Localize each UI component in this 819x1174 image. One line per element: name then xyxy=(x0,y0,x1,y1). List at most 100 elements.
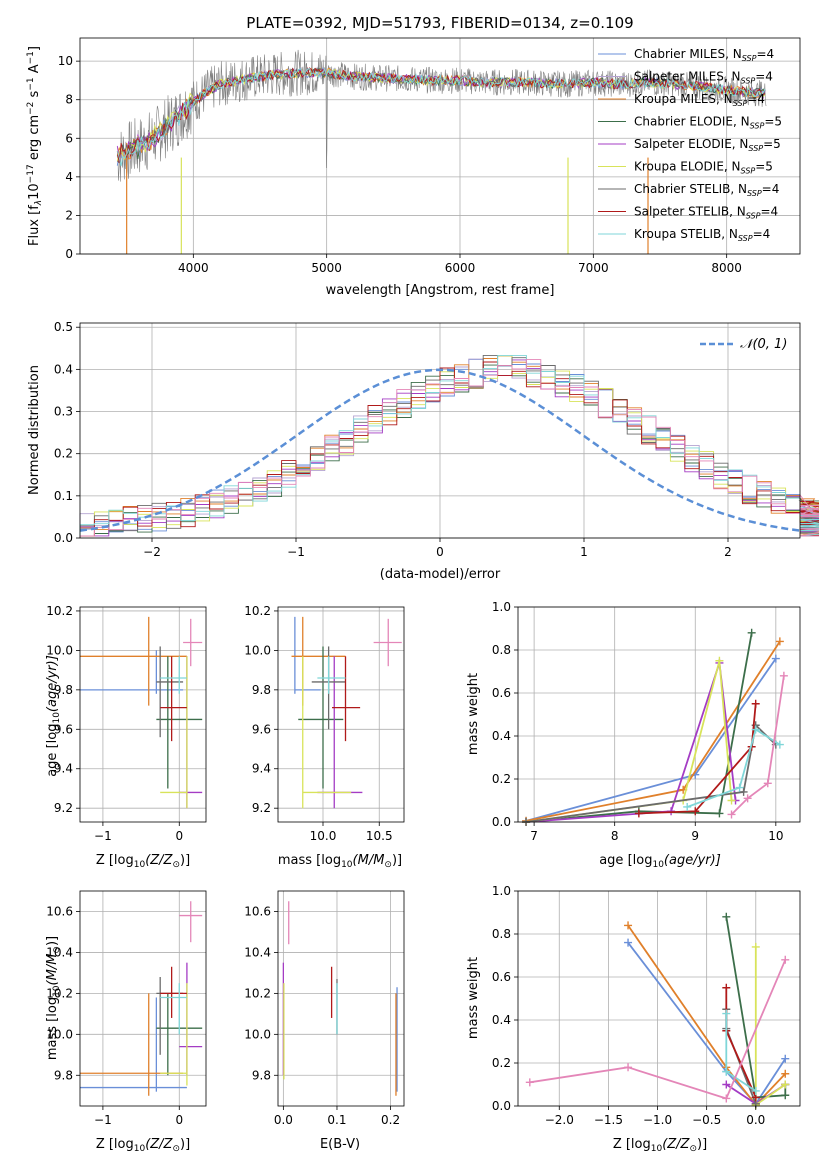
agem-ytick-label: 9.2 xyxy=(252,801,271,815)
spectrum-panel: Chabrier MILES, NSSP=4 Salpeter MILES, NS… xyxy=(26,37,801,298)
spectrum-ytick-label: 4 xyxy=(65,170,73,184)
mass-weight-marker xyxy=(743,794,752,803)
wz-ytick-label: 0.6 xyxy=(492,970,511,984)
wz-ylabel: mass weight xyxy=(466,957,481,1039)
mass-weight-marker xyxy=(781,1080,790,1089)
agem-ytick-label: 9.6 xyxy=(252,722,271,736)
massebv-frame xyxy=(277,890,405,1107)
wage-frame xyxy=(517,606,801,823)
massz-xtick-label: −1 xyxy=(94,1113,112,1127)
weight-vs-age-panel: 7 8 9 10 0.0 0.2 0.4 0.6 0.8 1.0 xyxy=(492,600,801,843)
mass-weight-line xyxy=(725,1013,757,1092)
spectrum-legend-entry: Kroupa STELIB, NSSP=4 xyxy=(634,227,770,243)
residual-histogram-panel: 𝒩(0, 1) −2 −1 0 1 2 0.0 0.1 0.2 0.3 0.4 0.5 (data-… xyxy=(27,320,819,582)
agem-errorbars xyxy=(291,616,402,809)
agem-xlabel: mass [log10(M/M⊙)] xyxy=(278,853,402,870)
massz-ticks: −1 0 9.8 10.0 10.2 10.4 10.6 xyxy=(46,904,183,1127)
wz-xtick-label: −0.5 xyxy=(692,1113,721,1127)
spectrum-ticks: 4000 5000 6000 7000 8000 0 2 4 6 8 10 xyxy=(58,54,742,275)
spectrum-xtick-label: 8000 xyxy=(711,261,742,275)
spectrum-xtick-label: 7000 xyxy=(578,261,609,275)
agez-xtick-label: 0 xyxy=(175,829,183,843)
residuals-grid xyxy=(80,323,800,539)
mass-weight-line xyxy=(529,959,787,1100)
wage-ytick-label: 0.6 xyxy=(492,686,511,700)
spectrum-frame xyxy=(79,37,801,255)
gaussian-curve xyxy=(79,368,801,532)
wage-xtick-label: 7 xyxy=(530,829,538,843)
wz-xtick-label: −2.0 xyxy=(545,1113,574,1127)
massebv-ytick-label: 10.2 xyxy=(244,986,271,1000)
mass-weight-marker xyxy=(775,637,784,646)
mass-weight-marker xyxy=(722,1009,731,1018)
wz-ticks: −2.0 −1.5 −1.0 −0.5 0.0 0.0 0.2 0.4 0.6 0.8 1.0 xyxy=(492,884,765,1127)
figure-title: PLATE=0392, MJD=51793, FIBERID=0134, z=0… xyxy=(246,14,633,32)
residuals-ytick-label: 0.0 xyxy=(54,531,73,545)
agem-frame xyxy=(277,606,405,823)
agez-xtick-label: −1 xyxy=(94,829,112,843)
spectrum-series xyxy=(116,49,767,254)
mass-weight-marker xyxy=(722,1094,731,1103)
mass-weight-marker xyxy=(715,656,724,665)
spectrum-legend-entry: Kroupa ELODIE, NSSP=5 xyxy=(634,160,773,176)
mass-weight-marker xyxy=(771,654,780,663)
agem-ytick-label: 10.2 xyxy=(244,604,271,618)
weight-vs-metallicity-panel: −2.0 −1.5 −1.0 −0.5 0.0 0.0 0.2 0.4 0.6 0.8 1.0 xyxy=(492,884,801,1127)
wage-series xyxy=(522,628,788,826)
mass-weight-marker xyxy=(751,699,760,708)
mass-weight-marker xyxy=(727,810,736,819)
mass-weight-marker xyxy=(781,1091,790,1100)
massz-ytick-label: 10.4 xyxy=(46,945,73,959)
massebv-ytick-label: 9.8 xyxy=(252,1068,271,1082)
age-vs-mass-panel: 10.0 10.5 9.2 9.4 9.6 9.8 10.0 10.2 xyxy=(244,604,405,843)
spectrum-xtick-label: 4000 xyxy=(178,261,209,275)
mass-weight-marker xyxy=(727,796,736,805)
mass-weight-marker xyxy=(722,1067,731,1076)
residuals-ytick-label: 0.2 xyxy=(54,447,73,461)
spectrum-ytick-label: 6 xyxy=(65,131,73,145)
mass-weight-marker xyxy=(722,912,731,921)
agez-ytick-label: 9.6 xyxy=(54,722,73,736)
mass-weight-marker xyxy=(691,807,700,816)
massz-errorbars xyxy=(80,901,203,1096)
residuals-ytick-label: 0.5 xyxy=(54,320,73,334)
mass-weight-line xyxy=(725,916,787,1099)
wage-ytick-label: 1.0 xyxy=(492,600,511,614)
spectrum-legend-entry: Chabrier ELODIE, NSSP=5 xyxy=(634,115,782,131)
spectrum-legend: Chabrier MILES, NSSP=4 Salpeter MILES, NS… xyxy=(598,47,782,243)
residuals-series xyxy=(79,354,819,538)
agem-ticks: 10.0 10.5 9.2 9.4 9.6 9.8 10.0 10.2 xyxy=(244,604,392,843)
residual-histogram-step xyxy=(79,359,819,538)
agez-errorbars xyxy=(80,616,203,809)
residuals-xtick-label: 1 xyxy=(580,545,588,559)
residual-histogram-step xyxy=(79,358,819,538)
mass-weight-marker xyxy=(751,1086,760,1095)
wage-xtick-label: 10 xyxy=(768,829,783,843)
agez-ticks: −1 0 9.2 9.4 9.6 9.8 10.0 10.2 xyxy=(46,604,183,843)
wz-xlabel: Z [log10(Z/Z⊙)] xyxy=(613,1137,707,1154)
wz-xtick-label: 0.0 xyxy=(746,1113,765,1127)
residuals-xtick-label: −1 xyxy=(287,545,305,559)
residuals-ylabel: Normed distribution xyxy=(27,365,42,495)
wz-xtick-label: −1.5 xyxy=(594,1113,623,1127)
mass-weight-marker xyxy=(634,809,643,818)
massebv-ytick-label: 10.6 xyxy=(244,904,271,918)
wz-ytick-label: 0.8 xyxy=(492,927,511,941)
mass-weight-marker xyxy=(624,921,633,930)
spectrum-legend-entry: Salpeter STELIB, NSSP=4 xyxy=(634,205,778,221)
wage-ylabel: mass weight xyxy=(466,673,481,755)
agem-xtick-label: 10.5 xyxy=(366,829,393,843)
age-vs-metallicity-panel: −1 0 9.2 9.4 9.6 9.8 10.0 10.2 xyxy=(46,604,207,843)
massebv-grid xyxy=(278,891,404,1106)
mass-weight-marker xyxy=(779,671,788,680)
wage-xtick-label: 9 xyxy=(691,829,699,843)
wage-xlabel: age [log10(age/yr)] xyxy=(599,853,721,870)
wz-frame xyxy=(517,890,801,1107)
massebv-xlabel: E(B-V) xyxy=(320,1137,360,1152)
spectrum-legend-entry: Salpeter ELODIE, NSSP=5 xyxy=(634,137,781,153)
residuals-ytick-label: 0.1 xyxy=(54,489,73,503)
mass-weight-line xyxy=(627,924,786,1107)
massz-ytick-label: 10.2 xyxy=(46,986,73,1000)
residual-histogram-step xyxy=(79,361,819,538)
